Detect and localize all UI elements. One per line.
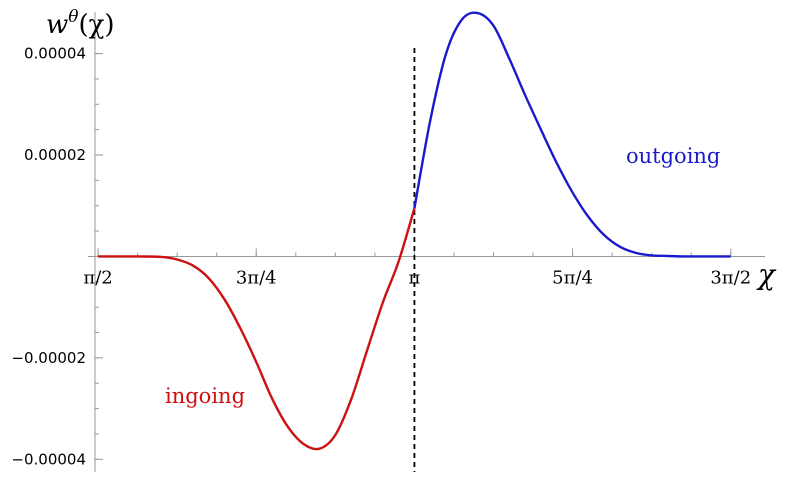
y-ticks: 0.00004 0.00002 −0.00002 −0.00004 bbox=[11, 27, 103, 468]
y-axis-title-arg: (χ) bbox=[79, 10, 115, 40]
series bbox=[98, 11, 731, 451]
series-label-outgoing: outgoing bbox=[626, 144, 720, 168]
y-axis-title-base: w bbox=[46, 10, 68, 40]
series-line-ingoing bbox=[98, 207, 416, 451]
x-tick-label: 3π/2 bbox=[710, 267, 751, 288]
x-tick-label: 5π/4 bbox=[552, 267, 593, 288]
x-tick-label: π/2 bbox=[83, 267, 112, 288]
y-axis-title-sup: θ bbox=[68, 7, 78, 27]
y-tick-label: −0.00004 bbox=[11, 450, 86, 468]
y-axis-title: wθ(χ) bbox=[46, 7, 115, 40]
series-line-outgoing bbox=[413, 11, 731, 258]
series-label-ingoing: ingoing bbox=[165, 384, 245, 408]
x-axis-title: χ bbox=[756, 258, 777, 291]
y-tick-label: 0.00002 bbox=[24, 146, 86, 164]
x-tick-label: 3π/4 bbox=[236, 267, 277, 288]
x-ticks: π/23π/4π5π/43π/2 bbox=[83, 248, 751, 288]
y-tick-label: −0.00002 bbox=[11, 349, 86, 367]
y-tick-label: 0.00004 bbox=[24, 45, 86, 63]
